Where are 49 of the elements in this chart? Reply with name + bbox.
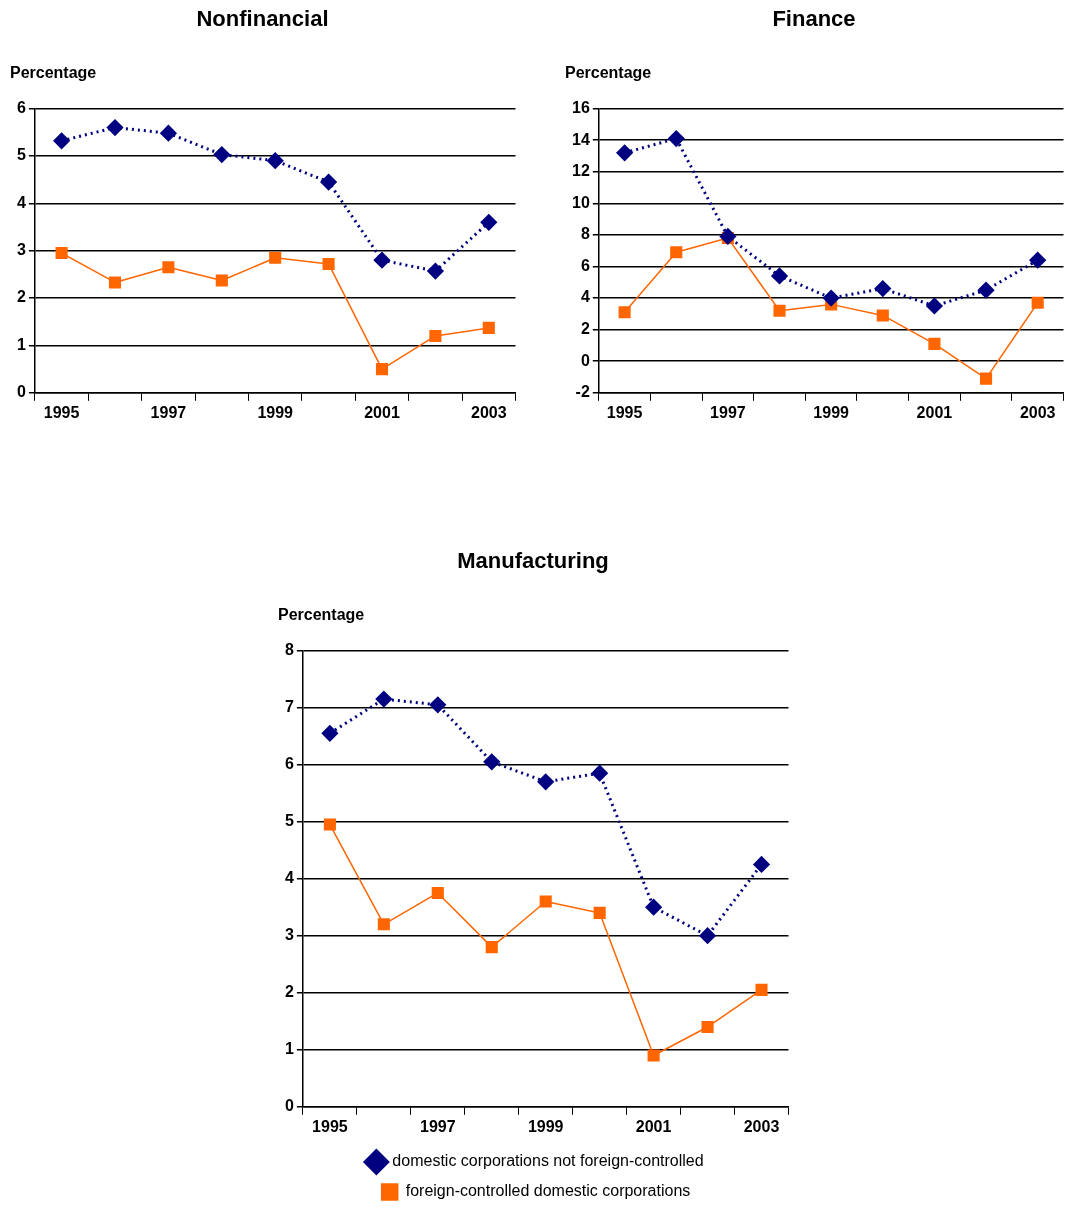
legend-label: domestic corporations not foreign-controlled [392,1152,704,1170]
x-tick-label: 2001 [635,1117,672,1135]
y-tick-label: 4 [284,869,294,887]
x-tick-label: 1995 [606,403,643,421]
x-tick-label: 1999 [813,403,850,421]
y-tick-label: 0 [16,383,26,401]
y-tick-label: 12 [572,162,590,180]
y-tick-label: 2 [16,288,26,306]
y-tick-label: -2 [575,383,590,401]
y-tick-label: 10 [572,193,590,211]
y-tick-label: 5 [284,812,294,830]
x-tick-label: 1997 [150,403,187,421]
y-tick-label: 3 [16,241,26,259]
y-tick-label: 3 [284,926,294,944]
x-tick-label: 1997 [419,1117,456,1135]
y-axis-title: Percentage [565,64,652,82]
y-tick-label: 16 [572,99,590,117]
x-tick-label: 1995 [43,403,80,421]
chart-title: Manufacturing [456,548,610,574]
x-tick-label: 1999 [527,1117,564,1135]
x-tick-label: 2001 [916,403,953,421]
x-tick-label: 1997 [710,403,746,421]
y-tick-label: 0 [284,1097,294,1115]
y-tick-label: 7 [284,698,294,716]
y-tick-label: 2 [580,320,590,338]
x-tick-label: 1999 [257,403,294,421]
x-tick-label: 2003 [471,403,507,421]
y-tick-label: 1 [16,335,26,353]
y-axis-title: Percentage [278,606,365,624]
y-tick-label: 2 [284,983,294,1001]
y-tick-label: 4 [16,193,26,211]
x-tick-label: 2003 [1019,403,1056,421]
y-tick-label: 8 [580,225,590,243]
x-tick-label: 2003 [743,1117,780,1135]
chart-title: Nonfinancial [195,6,330,32]
y-tick-label: 6 [284,755,294,773]
x-tick-label: 1995 [312,1117,348,1135]
y-tick-label: 1 [284,1040,294,1058]
y-tick-label: 0 [580,351,590,369]
y-tick-label: 4 [580,288,590,306]
y-axis-title: Percentage [10,64,97,82]
chart-title: Finance [771,6,857,32]
y-tick-label: 6 [16,99,26,117]
x-tick-label: 2001 [364,403,400,421]
y-tick-label: 14 [572,130,590,148]
y-tick-label: 8 [284,641,294,659]
y-tick-label: 5 [16,146,26,164]
y-tick-label: 6 [580,256,590,274]
legend-label: foreign-controlled domestic corporations [405,1182,691,1200]
